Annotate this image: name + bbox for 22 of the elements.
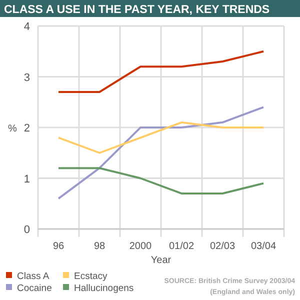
y-tick-label: 3 <box>24 72 30 84</box>
legend-label: Ecstacy <box>74 271 108 282</box>
x-tick-label: 01/02 <box>168 241 194 252</box>
line-series <box>58 167 264 194</box>
x-tick-label: 02/03 <box>210 241 236 252</box>
y-tick-label: 0 <box>24 224 30 236</box>
y-tick-label: 1 <box>24 173 30 186</box>
x-tick-label: 96 <box>52 241 64 252</box>
legend-label: Class A <box>17 271 50 282</box>
x-axis-title: Year <box>150 255 172 266</box>
legend-label: Hallucinogens <box>74 283 134 294</box>
y-axis-title: % <box>8 124 17 134</box>
x-tick-label: 2000 <box>129 241 152 252</box>
y-tick-label: 4 <box>24 21 30 33</box>
x-tick-label: 03/04 <box>250 241 276 252</box>
line-series <box>58 50 264 93</box>
y-tick-label: 2 <box>24 122 30 134</box>
chart-title: CLASS A USE IN THE PAST YEAR, KEY TRENDS <box>4 4 270 16</box>
line-series <box>58 106 264 200</box>
line-series <box>58 121 264 154</box>
legend-label: Cocaine <box>17 283 52 294</box>
x-tick-label: 98 <box>94 241 106 252</box>
